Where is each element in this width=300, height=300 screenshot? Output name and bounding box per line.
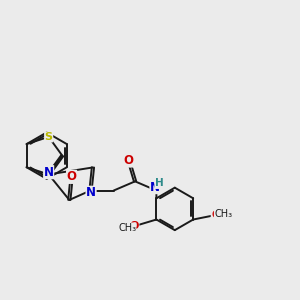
Text: O: O — [130, 221, 139, 231]
Text: O: O — [124, 154, 134, 167]
Text: N: N — [86, 186, 96, 199]
Text: CH₃: CH₃ — [118, 223, 136, 233]
Text: O: O — [67, 170, 76, 183]
Text: N: N — [150, 181, 160, 194]
Text: S: S — [45, 132, 53, 142]
Text: N: N — [44, 166, 54, 179]
Text: H: H — [155, 178, 164, 188]
Text: O: O — [211, 210, 220, 220]
Text: CH₃: CH₃ — [214, 209, 232, 219]
